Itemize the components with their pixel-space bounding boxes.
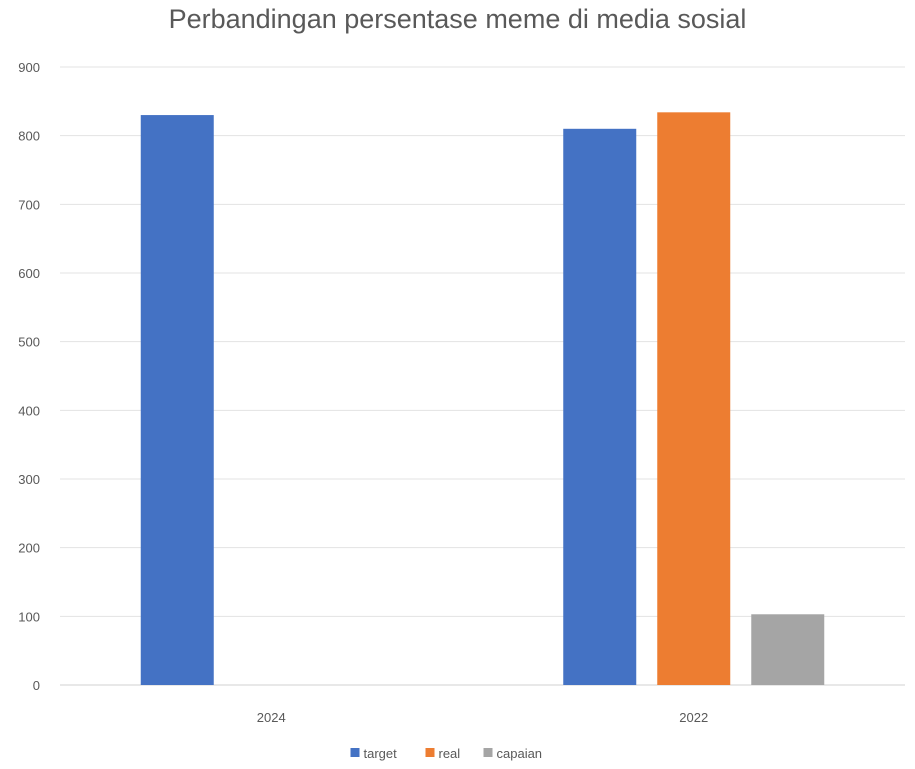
y-tick-label: 500 [18, 335, 40, 350]
y-tick-label: 300 [18, 472, 40, 487]
bar-target-2024 [140, 115, 214, 686]
y-tick-label: 600 [18, 266, 40, 281]
bar-real-2022 [657, 112, 731, 685]
y-tick-label: 700 [18, 197, 40, 212]
x-axis-ticks: 2024 2022 [257, 710, 708, 725]
chart-title: Perbandingan persentase meme di media so… [168, 4, 747, 34]
y-tick-label: 900 [18, 60, 40, 75]
legend-swatch-capaian [483, 748, 493, 757]
legend-label-real: real [439, 746, 461, 761]
y-tick-label: 200 [18, 541, 40, 556]
x-tick-label: 2022 [679, 710, 708, 725]
y-tick-label: 100 [18, 609, 40, 624]
legend-label-target: target [364, 746, 398, 761]
x-tick-label: 2024 [257, 710, 286, 725]
legend-swatch-real [425, 748, 435, 757]
bar-target-2022 [563, 128, 637, 686]
legend: target real capaian [350, 746, 543, 761]
legend-swatch-target [350, 748, 360, 757]
y-tick-label: 0 [33, 678, 40, 693]
y-axis-ticks: 0 100 200 300 400 500 600 700 800 900 [18, 60, 40, 693]
y-tick-label: 800 [18, 129, 40, 144]
y-tick-label: 400 [18, 403, 40, 418]
bars [140, 112, 825, 686]
legend-label-capaian: capaian [497, 746, 543, 761]
bar-capaian-2022 [751, 614, 825, 685]
